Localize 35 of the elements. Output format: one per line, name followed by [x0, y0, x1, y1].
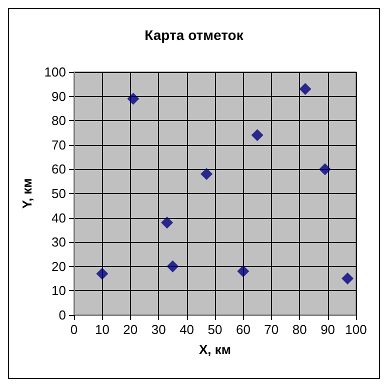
x-tick-label: 90	[320, 322, 336, 337]
y-tick-label: 0	[58, 308, 66, 322]
y-tick-label: 60	[52, 162, 66, 177]
y-tick-label: 70	[52, 137, 66, 152]
x-tick-label: 50	[208, 322, 222, 337]
y-tick-label: 20	[52, 258, 66, 274]
point	[127, 92, 140, 105]
x-tick-label: 10	[94, 322, 110, 337]
point	[318, 163, 331, 176]
point	[166, 260, 179, 272]
x-tick-label: 70	[264, 322, 279, 337]
y-tick-label: 90	[52, 88, 66, 104]
y-tick-label: 10	[52, 283, 66, 298]
x-tick-label: 30	[151, 322, 166, 337]
y-axis-title: Y, км	[19, 178, 34, 209]
y-tick-label: 80	[52, 113, 66, 128]
point	[237, 265, 250, 278]
x-tick-label: 60	[236, 322, 250, 337]
y-tick-label: 40	[52, 210, 66, 226]
point	[200, 168, 213, 180]
y-tick-label: 30	[52, 234, 66, 250]
x-axis-title: X, км	[198, 342, 232, 357]
x-tick-label: 0	[70, 322, 78, 337]
point	[161, 216, 174, 229]
point	[299, 83, 312, 96]
y-tick-label: 50	[52, 186, 66, 201]
y-tick-label: 100	[44, 64, 66, 80]
x-tick-label: 100	[345, 322, 367, 337]
x-tick-label: 80	[292, 322, 307, 337]
chart-title: Карта отметок	[144, 27, 244, 43]
point	[251, 129, 264, 142]
x-tick-label: 20	[123, 322, 138, 337]
x-tick-label: 40	[180, 322, 194, 337]
point	[96, 268, 108, 280]
point	[342, 272, 354, 285]
